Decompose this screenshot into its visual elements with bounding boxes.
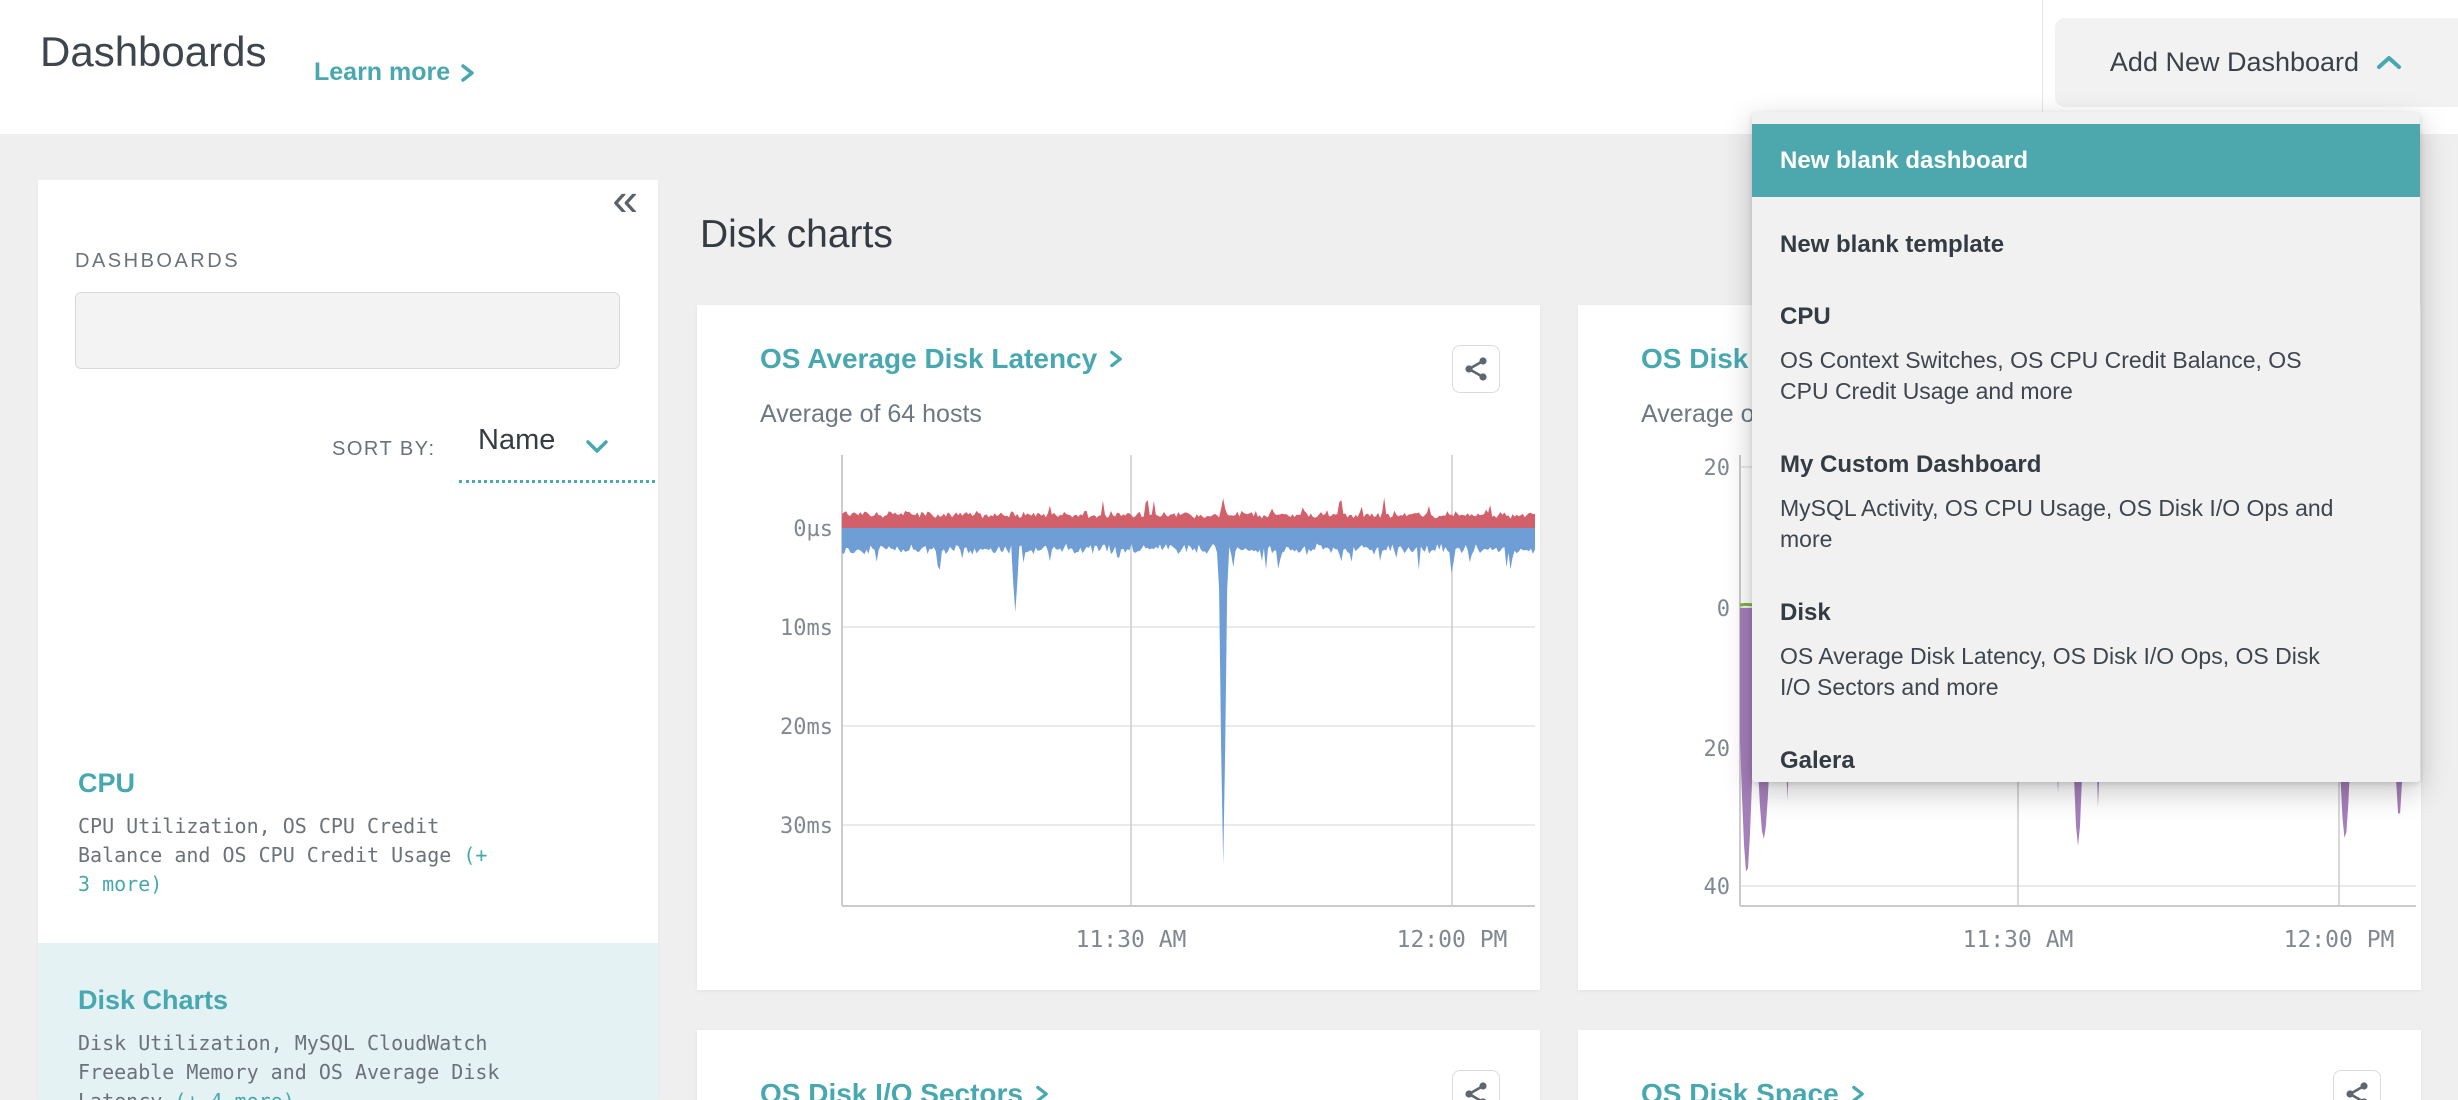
card-subtitle: Average of [1641,400,1762,428]
chevron-right-icon [1851,1085,1864,1100]
card-os-average-disk-latency: 0µs 10ms 20ms 30ms 11:30 AM 12:00 PM OS Avera… [697,305,1540,990]
more-link[interactable]: (+ 3 more) [78,843,488,896]
chevron-right-icon [1110,350,1123,368]
sidebar-item-description: Disk Utilization, MySQL CloudWatch Freea… [78,1029,510,1100]
card-os-disk-io-sectors: OS Disk I/O Sectors [697,1030,1540,1100]
learn-more-label: Learn more [314,58,451,86]
menu-item-galera[interactable]: Galera [1780,747,1855,774]
chevron-right-icon [1036,1085,1048,1100]
sort-underline [459,480,655,483]
menu-body: New blank template CPU OS Context Switch… [1752,231,2420,775]
sidebar-item-description: CPU Utilization, OS CPU Credit Balance a… [78,814,488,896]
svg-text:20: 20 [1704,456,1731,481]
card-title-link[interactable]: OS Disk I/ [1641,343,1772,374]
menu-item-cpu-description[interactable]: OS Context Switches, OS CPU Credit Balan… [1780,347,2302,404]
svg-text:12:00 PM: 12:00 PM [1397,927,1508,953]
sidebar-item-label: CPU [78,768,136,798]
menu-item-my-custom-dashboard[interactable]: My Custom Dashboard [1780,451,2042,478]
share-icon [2346,1082,2368,1100]
share-icon [1465,1082,1487,1100]
sidebar-item-cpu[interactable]: CPU CPU Utilization, OS CPU Credit Balan… [38,740,658,899]
menu-item-my-custom-dashboard-description[interactable]: MySQL Activity, OS CPU Usage, OS Disk I/… [1780,495,2334,552]
svg-text:20: 20 [1704,737,1731,762]
share-button[interactable] [2333,1070,2381,1100]
dashboard-search-input[interactable] [75,292,620,369]
dashboards-sidebar: « DASHBOARDS SORT BY: Name CPU CPU Utili… [38,176,658,1100]
header-divider [2042,0,2043,113]
chevron-up-icon [2377,55,2402,69]
svg-text:20ms: 20ms [780,715,833,740]
card-title-link[interactable]: OS Disk Space [1641,1078,1866,1100]
add-new-dashboard-label: Add New Dashboard [2109,47,2360,77]
menu-item-cpu[interactable]: CPU [1780,303,1831,330]
page-title: Dashboards [40,28,267,75]
sidebar-item-label: Disk Charts [78,985,229,1015]
menu-item-new-blank-template[interactable]: New blank template [1780,231,2005,258]
page-header: Dashboards Learn more [0,0,2458,134]
sort-by-value[interactable]: Name [478,424,556,456]
menu-item-new-blank-dashboard[interactable]: New blank dashboard [1752,124,2420,197]
chevron-right-icon [461,63,474,82]
card-title-link[interactable]: OS Disk I/O Sectors [760,1078,1050,1100]
menu-item-disk[interactable]: Disk [1780,599,1831,626]
card-subtitle: Average of 64 hosts [760,400,982,428]
add-new-dashboard-button[interactable]: Add New Dashboard [2055,18,2458,107]
sidebar-section-label: DASHBOARDS [75,250,241,272]
svg-text:40: 40 [1704,875,1731,900]
svg-text:11:30 AM: 11:30 AM [1963,927,2074,953]
sidebar-item-disk-charts[interactable]: Disk Charts Disk Utilization, MySQL Clou… [38,943,658,1100]
share-button[interactable] [1452,345,1500,393]
share-icon [1465,357,1487,381]
more-link[interactable]: (+ 4 more) [174,1089,294,1100]
dashboard-title: Disk charts [700,213,893,256]
svg-text:10ms: 10ms [780,616,833,641]
menu-item-disk-description[interactable]: OS Average Disk Latency, OS Disk I/O Ops… [1780,643,2320,700]
share-button[interactable] [1452,1070,1500,1100]
card-title-link[interactable]: OS Average Disk Latency [760,343,1124,375]
chevron-down-icon[interactable] [584,438,610,456]
svg-text:0: 0 [1717,597,1730,622]
svg-text:30ms: 30ms [780,814,833,839]
disk-latency-chart[interactable]: 0µs 10ms 20ms 30ms 11:30 AM 12:00 PM [697,305,1540,990]
card-os-disk-space: OS Disk Space [1578,1030,2421,1100]
svg-text:11:30 AM: 11:30 AM [1076,927,1187,953]
svg-text:12:00 PM: 12:00 PM [2284,927,2395,953]
learn-more-link[interactable]: Learn more [314,58,476,87]
svg-text:0µs: 0µs [793,517,833,542]
collapse-sidebar-icon[interactable]: « [612,173,638,225]
sort-by-label: SORT BY: [332,438,436,460]
add-dashboard-dropdown-menu: New blank dashboard New blank template C… [1752,112,2420,782]
